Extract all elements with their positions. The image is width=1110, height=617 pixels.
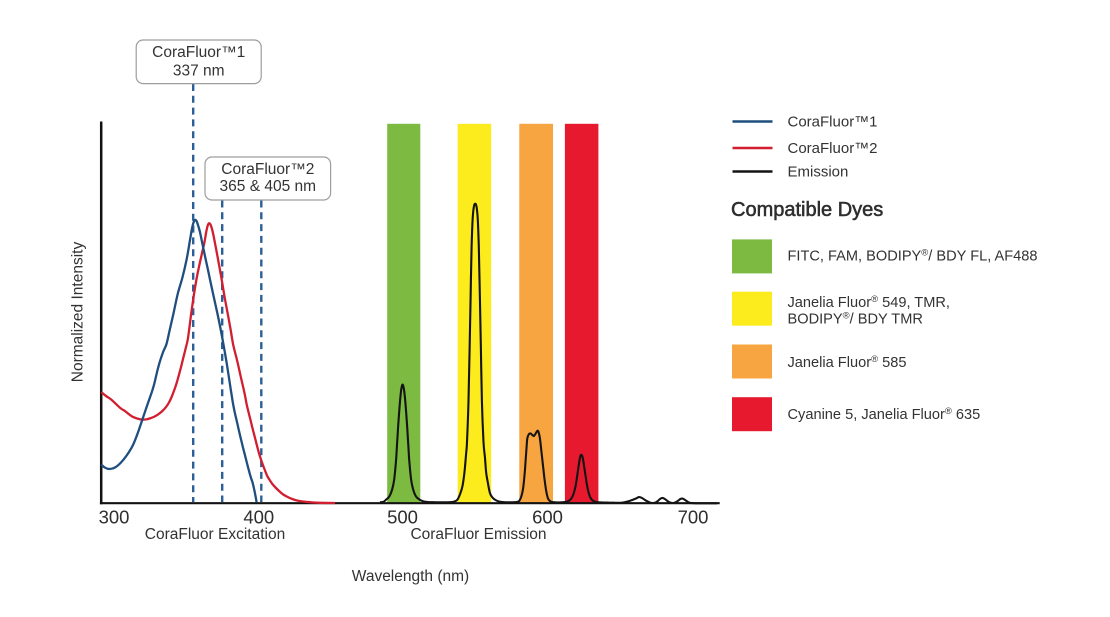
svg-text:Emission: Emission (788, 164, 849, 181)
svg-text:337 nm: 337 nm (173, 63, 225, 80)
svg-text:600: 600 (532, 507, 563, 528)
svg-text:365 & 405 nm: 365 & 405 nm (220, 178, 317, 195)
svg-text:CoraFluor™2: CoraFluor™2 (221, 161, 314, 178)
svg-text:400: 400 (243, 507, 274, 528)
svg-text:Cyanine 5, Janelia Fluor® 635: Cyanine 5, Janelia Fluor® 635 (788, 405, 981, 423)
svg-text:700: 700 (678, 507, 709, 528)
svg-text:CoraFluor™1: CoraFluor™1 (788, 114, 878, 131)
svg-text:CoraFluor Excitation: CoraFluor Excitation (145, 526, 285, 543)
svg-text:CoraFluor™2: CoraFluor™2 (788, 140, 878, 157)
svg-text:Compatible Dyes: Compatible Dyes (731, 199, 883, 221)
svg-text:BODIPY®/ BDY TMR: BODIPY®/ BDY TMR (788, 310, 923, 328)
svg-text:FITC, FAM, BODIPY®/ BDY FL, AF: FITC, FAM, BODIPY®/ BDY FL, AF488 (788, 247, 1038, 265)
svg-text:Wavelength (nm): Wavelength (nm) (352, 568, 469, 585)
svg-text:Janelia Fluor® 549, TMR,: Janelia Fluor® 549, TMR, (788, 294, 950, 312)
svg-text:CoraFluor Emission: CoraFluor Emission (410, 526, 546, 543)
svg-text:Janelia Fluor® 585: Janelia Fluor® 585 (788, 353, 907, 371)
svg-text:CoraFluor™1: CoraFluor™1 (152, 44, 245, 61)
svg-text:500: 500 (387, 507, 418, 528)
svg-text:Normalized Intensity: Normalized Intensity (70, 242, 87, 383)
svg-text:300: 300 (99, 507, 130, 528)
